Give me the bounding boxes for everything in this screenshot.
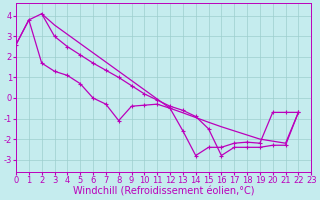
X-axis label: Windchill (Refroidissement éolien,°C): Windchill (Refroidissement éolien,°C) (73, 187, 254, 197)
